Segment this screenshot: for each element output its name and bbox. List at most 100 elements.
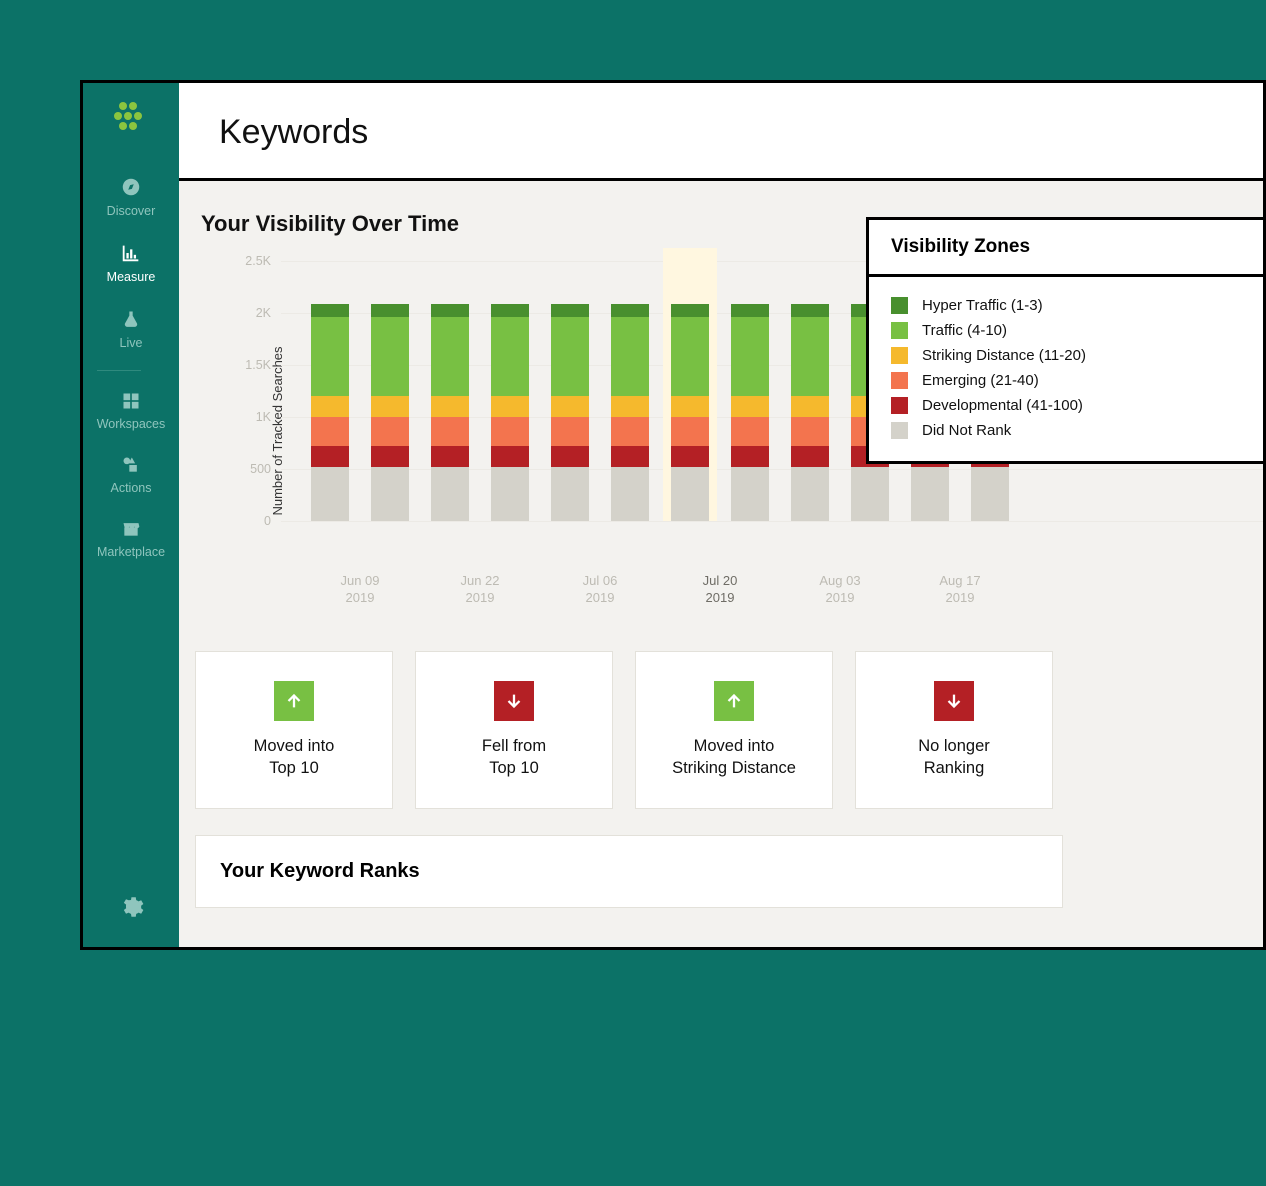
chart-bar-segment-traffic (791, 317, 829, 396)
chart-bar-segment-hyper (371, 304, 409, 318)
chart-bar-segment-developmental (791, 446, 829, 467)
chart-bar-segment-did_not_rank (911, 467, 949, 521)
chart-bar-segment-emerging (371, 417, 409, 446)
content-area: Your Visibility Over Time Number of Trac… (179, 181, 1263, 908)
legend-swatch (891, 297, 908, 314)
visibility-zones-legend: Visibility Zones Hyper Traffic (1-3)Traf… (866, 217, 1266, 464)
chart-bar-segment-traffic (731, 317, 769, 396)
chart-bar-segment-traffic (491, 317, 529, 396)
chart-bar-segment-did_not_rank (671, 467, 709, 521)
chart-bar-segment-striking (371, 396, 409, 417)
chart-bar-segment-hyper (671, 304, 709, 318)
legend-item-striking[interactable]: Striking Distance (11-20) (891, 343, 1244, 368)
legend-label: Striking Distance (11-20) (922, 347, 1086, 364)
chart-bar[interactable] (731, 304, 769, 521)
movement-card-moved-top10[interactable]: Moved into Top 10 (195, 651, 393, 809)
sidebar-item-actions[interactable]: Actions (97, 445, 166, 509)
movement-cards: Moved into Top 10 Fell from Top 10 Moved i… (195, 651, 1263, 809)
compass-icon (97, 176, 166, 198)
chart-bar[interactable] (791, 304, 829, 521)
chart-ytick-label: 1.5K (245, 358, 281, 372)
chart-bar[interactable] (671, 304, 709, 521)
chart-bar-segment-striking (551, 396, 589, 417)
arrow-up-icon (714, 681, 754, 721)
main-content: Keywords Your Visibility Over Time Numbe… (179, 83, 1263, 947)
movement-card-no-longer[interactable]: No longer Ranking (855, 651, 1053, 809)
legend-item-emerging[interactable]: Emerging (21-40) (891, 368, 1244, 393)
sidebar-item-label: Marketplace (97, 545, 166, 559)
legend-label: Emerging (21-40) (922, 372, 1039, 389)
chart-bar-segment-traffic (611, 317, 649, 396)
chart-bar-segment-emerging (551, 417, 589, 446)
chart-ytick-label: 2K (256, 306, 281, 320)
movement-card-label: No longer Ranking (918, 735, 990, 780)
chart-bar-segment-hyper (551, 304, 589, 318)
chart-bar-segment-did_not_rank (311, 467, 349, 521)
chart-bar-segment-emerging (311, 417, 349, 446)
app-window: Discover MeasureLive Workspaces Actions Mark… (80, 80, 1266, 950)
chart-bar[interactable] (611, 304, 649, 521)
movement-card-fell-top10[interactable]: Fell from Top 10 (415, 651, 613, 809)
movement-card-label: Fell from Top 10 (482, 735, 546, 780)
chart-ytick-label: 2.5K (245, 254, 281, 268)
chart-bar-segment-hyper (791, 304, 829, 318)
chart-xtick-label: Jul 202019 (671, 572, 769, 607)
chart-xtick-label: Jun 222019 (431, 572, 529, 607)
chart-bar-segment-emerging (431, 417, 469, 446)
chart-bar-segment-developmental (551, 446, 589, 467)
chart-xtick-label: Aug 172019 (911, 572, 1009, 607)
chart-bar-segment-striking (791, 396, 829, 417)
chart-bar-segment-did_not_rank (611, 467, 649, 521)
movement-card-moved-striking[interactable]: Moved into Striking Distance (635, 651, 833, 809)
sidebar-divider (97, 370, 141, 371)
settings-button[interactable] (83, 894, 179, 925)
chart-bar-segment-hyper (311, 304, 349, 318)
chart-bar[interactable] (311, 304, 349, 521)
sidebar-item-live[interactable]: Live (97, 298, 166, 364)
sidebar-item-marketplace[interactable]: Marketplace (97, 509, 166, 573)
sidebar-item-label: Workspaces (97, 417, 166, 431)
chart-bar-segment-did_not_rank (491, 467, 529, 521)
arrow-down-icon (494, 681, 534, 721)
grid-icon (97, 391, 166, 411)
brand-logo-icon (113, 101, 149, 136)
legend-swatch (891, 422, 908, 439)
chart-bar[interactable] (491, 304, 529, 521)
chart-bar[interactable] (371, 304, 409, 521)
chart-bar-segment-striking (671, 396, 709, 417)
sidebar-item-label: Discover (97, 204, 166, 218)
sidebar-item-discover[interactable]: Discover (97, 166, 166, 232)
flask-icon (97, 308, 166, 330)
sidebar: Discover MeasureLive Workspaces Actions Mark… (83, 83, 179, 947)
legend-title: Visibility Zones (869, 220, 1266, 277)
chart-bar-segment-did_not_rank (371, 467, 409, 521)
chart-bar-segment-traffic (431, 317, 469, 396)
chart-bar-segment-developmental (431, 446, 469, 467)
chart-bar-segment-did_not_rank (971, 467, 1009, 521)
sidebar-item-label: Actions (97, 481, 166, 495)
chart-bar-segment-developmental (311, 446, 349, 467)
chart-bar-segment-hyper (611, 304, 649, 318)
chart-bar-segment-traffic (311, 317, 349, 396)
movement-card-label: Moved into Striking Distance (672, 735, 796, 780)
store-icon (97, 519, 166, 539)
chart-bar-segment-hyper (731, 304, 769, 318)
chart-bar-segment-developmental (491, 446, 529, 467)
legend-item-traffic[interactable]: Traffic (4-10) (891, 318, 1244, 343)
legend-item-hyper[interactable]: Hyper Traffic (1-3) (891, 293, 1244, 318)
chart-bar-segment-hyper (431, 304, 469, 318)
chart-bar-segment-developmental (611, 446, 649, 467)
chart-bar-segment-traffic (671, 317, 709, 396)
chart-bar[interactable] (551, 304, 589, 521)
sidebar-item-workspaces[interactable]: Workspaces (97, 381, 166, 445)
sidebar-item-measure[interactable]: Measure (97, 232, 166, 298)
chart-bar-segment-emerging (791, 417, 829, 446)
chart-bar-segment-emerging (731, 417, 769, 446)
legend-item-developmental[interactable]: Developmental (41-100) (891, 393, 1244, 418)
legend-item-did_not_rank[interactable]: Did Not Rank (891, 418, 1244, 443)
barchart-icon (97, 242, 166, 264)
movement-card-label: Moved into Top 10 (254, 735, 335, 780)
chart-bar-segment-did_not_rank (851, 467, 889, 521)
chart-bar-segment-traffic (371, 317, 409, 396)
chart-bar[interactable] (431, 304, 469, 521)
